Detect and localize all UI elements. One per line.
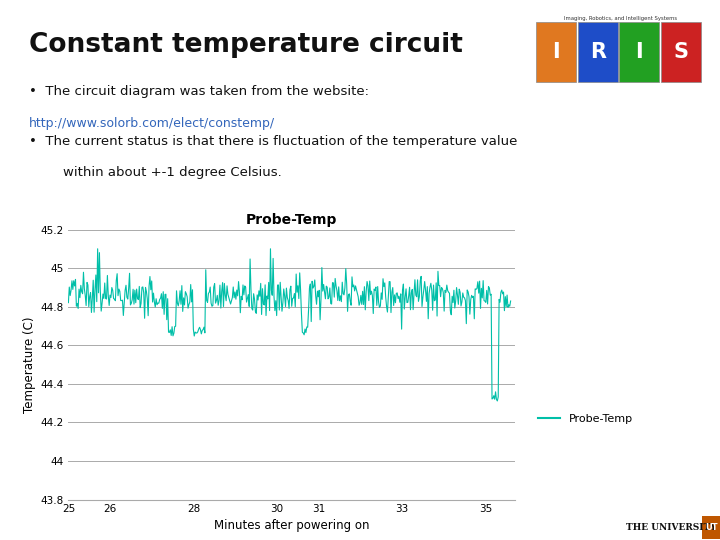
Text: R: R	[590, 42, 606, 62]
Text: I: I	[635, 42, 643, 62]
Title: Probe-Temp: Probe-Temp	[246, 213, 337, 227]
Text: THE UNIVERSITY of TENNESSEE: THE UNIVERSITY of TENNESSEE	[626, 523, 720, 532]
Text: Slide 4: Slide 4	[7, 522, 42, 532]
X-axis label: Minutes after powering on: Minutes after powering on	[214, 518, 369, 531]
Text: •  The current status is that there is fluctuation of the temperature value: • The current status is that there is fl…	[29, 136, 517, 148]
Text: •  The circuit diagram was taken from the website:: • The circuit diagram was taken from the…	[29, 85, 369, 98]
Text: within about +-1 degree Celsius.: within about +-1 degree Celsius.	[63, 166, 282, 179]
Text: UT: UT	[705, 523, 718, 532]
Text: Constant temperature circuit: Constant temperature circuit	[29, 32, 463, 58]
Text: S: S	[673, 42, 688, 62]
Text: I: I	[552, 42, 560, 62]
Bar	[661, 23, 701, 82]
Bar	[702, 516, 720, 539]
Text: http://www.solorb.com/elect/constemp/: http://www.solorb.com/elect/constemp/	[29, 117, 275, 130]
Bar	[578, 23, 618, 82]
Bar	[619, 23, 659, 82]
Text: Imaging, Robotics, and Intelligent Systems: Imaging, Robotics, and Intelligent Syste…	[564, 16, 678, 21]
Bar	[536, 23, 576, 82]
Y-axis label: Temperature (C): Temperature (C)	[23, 316, 36, 413]
Legend: Probe-Temp: Probe-Temp	[534, 409, 638, 428]
